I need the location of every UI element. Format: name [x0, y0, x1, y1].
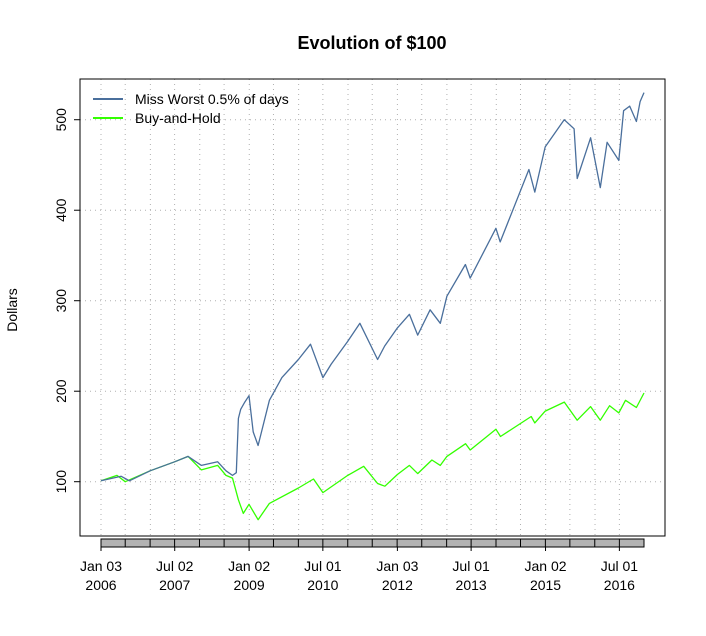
y-tick-label: 200: [53, 379, 69, 403]
x-tick-label-year: 2009: [234, 577, 265, 593]
legend: Miss Worst 0.5% of days Buy-and-Hold: [93, 91, 289, 126]
legend-label: Miss Worst 0.5% of days: [135, 91, 289, 107]
y-tick-label: 400: [53, 198, 69, 222]
x-tick-label-year: 2010: [307, 577, 338, 593]
x-tick-label-date: Jul 01: [452, 558, 490, 574]
y-tick-label: 500: [53, 108, 69, 132]
grid: [80, 79, 665, 536]
y-axis: 100 200 300 400 500: [53, 108, 80, 494]
x-tick-label-year: 2012: [382, 577, 413, 593]
x-tick-label-date: Jan 02: [524, 558, 566, 574]
x-tick-label-date: Jul 02: [156, 558, 194, 574]
y-axis-label: Dollars: [4, 288, 20, 332]
x-tick-label-date: Jul 01: [601, 558, 639, 574]
series-layer: [100, 92, 645, 521]
y-tick-label: 300: [53, 289, 69, 313]
y-tick-label: 100: [53, 470, 69, 494]
x-tick-label-date: Jan 03: [376, 558, 418, 574]
x-tick-label-year: 2015: [530, 577, 561, 593]
series-line-miss-worst-0-5-of-days: [100, 92, 645, 482]
x-axis: Jan 03 2006 Jul 02 2007 Jan 02 2009 Jul 01 2010…: [80, 538, 645, 593]
chart-title: Evolution of $100: [297, 33, 446, 53]
x-tick-label-date: Jan 03: [80, 558, 122, 574]
x-tick-label-year: 2006: [85, 577, 116, 593]
x-tick-label-date: Jan 02: [228, 558, 270, 574]
x-tick-label-year: 2007: [159, 577, 190, 593]
x-tick-label-date: Jul 01: [304, 558, 342, 574]
series-line-buy-and-hold: [100, 392, 645, 521]
x-tick-label-year: 2013: [456, 577, 487, 593]
x-tick-label-year: 2016: [604, 577, 635, 593]
plot-border: [79, 78, 666, 537]
legend-label: Buy-and-Hold: [135, 110, 221, 126]
